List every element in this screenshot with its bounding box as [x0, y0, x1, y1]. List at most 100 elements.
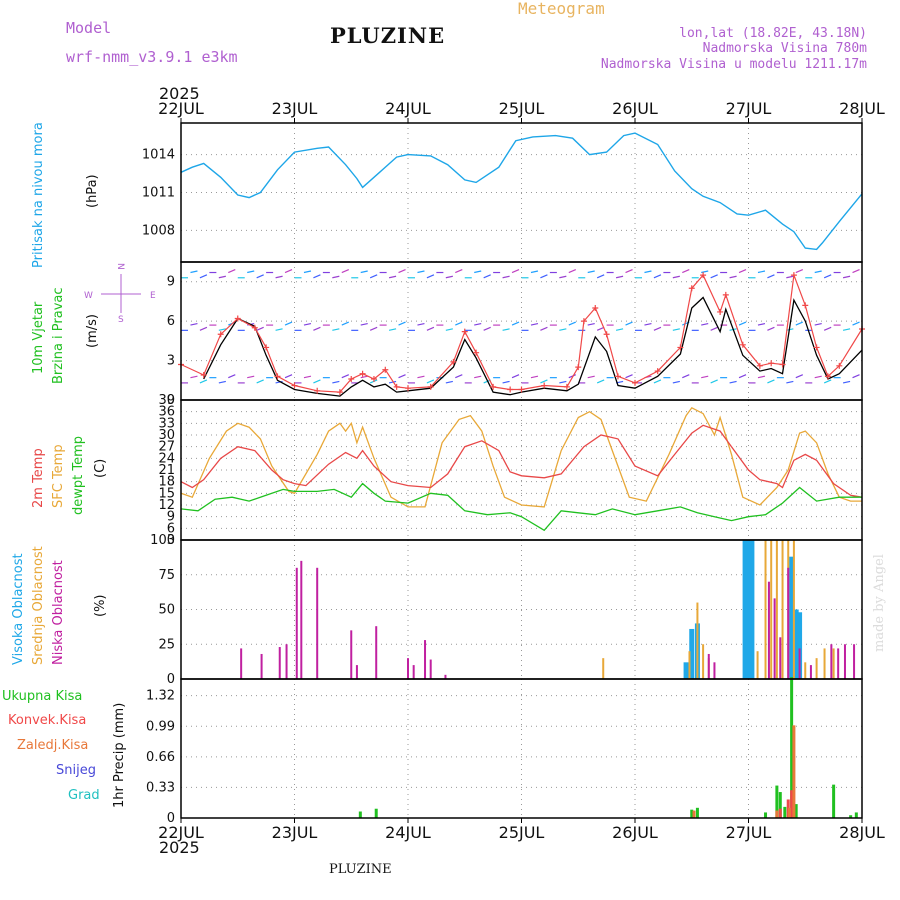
wind-direction-arrow: [332, 275, 340, 279]
precip-bar: [358, 811, 362, 818]
cloud-bar: [832, 648, 835, 679]
footer-station: PLUZINE: [329, 862, 392, 877]
time-label-bottom: 23JUL: [272, 823, 318, 842]
wind-direction-arrow: [568, 321, 577, 326]
wind-direction-arrow: [701, 322, 709, 326]
wind-direction-arrow: [445, 328, 453, 331]
compass-n: N: [115, 263, 125, 270]
wind-direction-arrow: [615, 328, 624, 331]
wind-direction-arrow: [672, 328, 680, 331]
precip-bar: [792, 725, 796, 818]
wind-direction-arrow: [682, 374, 690, 379]
precip-bar: [783, 806, 787, 818]
temp-tick-label: 39: [158, 393, 175, 408]
wind-direction-arrow: [445, 275, 453, 279]
wind-direction-arrow: [710, 326, 718, 331]
wind-direction-arrow: [474, 375, 482, 379]
wind-direction-arrow: [275, 380, 283, 384]
wind-direction-arrow: [426, 326, 435, 331]
wind-gust-marker: [314, 387, 321, 394]
wind-gust-marker: [632, 379, 638, 386]
cloud-bar: [792, 540, 795, 679]
time-label-bottom: 28JUL: [839, 823, 885, 842]
wind-direction-arrow: [540, 326, 548, 331]
wind-direction-arrow: [190, 322, 198, 326]
temp-tick-label: 33: [158, 416, 175, 431]
wind-direction-arrow: [284, 268, 293, 274]
wind-direction-arrow: [596, 326, 605, 331]
wind-direction-arrow: [672, 380, 680, 384]
cloud-tick-label: 0: [167, 672, 175, 687]
wind-direction-arrow: [710, 379, 718, 384]
precip-tick-label: 0.66: [146, 750, 175, 765]
wind-direction-arrow: [625, 374, 633, 379]
wind-direction-arrow: [842, 380, 851, 384]
time-label-bottom: 25JUL: [499, 823, 545, 842]
model-label: Model: [66, 19, 112, 37]
wind-direction-arrow: [672, 275, 680, 279]
precip-tick-label: 0.99: [146, 719, 175, 734]
wind-gust-marker: [739, 341, 746, 348]
wind-direction-arrow: [596, 274, 605, 279]
wind-direction-arrow: [199, 379, 208, 384]
precip-tick-label: 0: [167, 811, 175, 826]
year-bottom: 2025: [159, 838, 200, 857]
wind-gust-marker: [507, 386, 514, 393]
wind-direction-arrow: [256, 379, 264, 384]
wind-gust-marker: [427, 383, 434, 390]
cloud-bar: [756, 651, 759, 679]
wind-gust-marker: [274, 373, 281, 380]
wind-direction-arrow: [474, 322, 482, 326]
cloud-bar: [781, 540, 784, 679]
cloud-bar: [809, 665, 812, 679]
wind-direction-arrow: [644, 270, 652, 274]
wind-direction-arrow: [360, 270, 368, 274]
cloud-bar: [773, 598, 776, 679]
cloud-bar: [278, 647, 281, 679]
cloud-bar: [407, 658, 409, 679]
time-label-top: 26JUL: [612, 99, 658, 118]
cloud-bar: [798, 648, 801, 679]
lonlat-label: lon,lat (18.82E, 43.18N): [679, 26, 867, 41]
wind-title-2: Brzina i Pravac: [51, 287, 66, 384]
precip-bar: [690, 809, 694, 818]
wind-gust-marker: [200, 372, 207, 379]
wind-direction-arrow: [568, 374, 577, 379]
wind-direction-arrow: [417, 270, 425, 274]
precip-total-label: Ukupna Kisa: [2, 689, 82, 704]
wind-direction-arrow: [511, 321, 520, 326]
cloud-bar: [285, 644, 288, 679]
wind-gust-marker: [518, 386, 525, 393]
wind-gust-marker: [677, 344, 684, 351]
wind-direction-arrow: [303, 270, 312, 274]
wind-direction-arrow: [511, 268, 520, 274]
wind-gust-marker: [654, 368, 661, 375]
wind-direction-arrow: [332, 328, 340, 331]
wind-direction-arrow: [417, 375, 425, 379]
wind-direction-arrow: [852, 374, 860, 379]
wind-tick-label: 9: [167, 275, 175, 290]
cloud-bar: [688, 651, 691, 679]
temp-tick-label: 27: [158, 440, 175, 455]
wind-direction-arrow: [795, 268, 804, 274]
cloud-bar: [316, 567, 319, 679]
wind-gust-marker: [614, 373, 621, 380]
cloud-bar: [355, 665, 358, 679]
cloud-tick-label: 50: [158, 603, 175, 618]
wind-direction-arrow: [653, 379, 662, 384]
cloud-bar: [375, 626, 378, 679]
wind-direction-arrow: [559, 380, 567, 384]
wind-direction-arrow: [426, 379, 435, 384]
wind-direction-arrow: [814, 375, 822, 379]
precip-bar: [849, 815, 853, 818]
wind-direction-arrow: [729, 275, 737, 279]
cloud-bar: [295, 567, 298, 679]
cloud-tick-label: 25: [158, 637, 175, 652]
wind-gust-marker: [217, 331, 224, 338]
wind-gust-marker: [336, 389, 343, 396]
temp-tick-label: 9: [167, 510, 175, 525]
precip-tick-label: 1.32: [146, 689, 175, 704]
wind-direction-arrow: [710, 274, 718, 279]
precip-bar: [695, 807, 699, 818]
wind-gust-marker: [768, 360, 775, 367]
